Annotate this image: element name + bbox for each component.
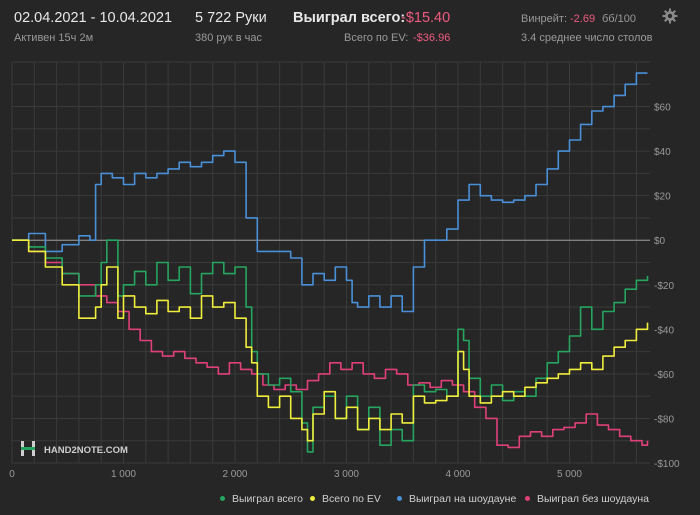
y-tick-label: $20: [654, 192, 671, 203]
legend-label: Выиграл без шоудауна: [537, 493, 649, 505]
active-time: Активен 15ч 2м: [14, 32, 94, 44]
x-tick-label: 1 000: [111, 469, 136, 480]
ev-value: -$36.96: [413, 32, 451, 44]
legend-dot-icon: [397, 495, 402, 501]
legend-ev[interactable]: Всего по EV: [310, 493, 381, 505]
legend-dot-icon: [220, 495, 225, 501]
legend-won-total[interactable]: Выиграл всего: [220, 493, 303, 505]
won-total-value: -$15.40: [401, 10, 451, 26]
series-line-2: [12, 72, 648, 313]
logo-icon: [21, 441, 35, 456]
stats-header: 02.04.2021 - 10.04.2021 Активен 15ч 2м 5…: [0, 0, 700, 52]
series-line-1: [12, 239, 649, 442]
date-range[interactable]: 02.04.2021 - 10.04.2021: [14, 10, 173, 26]
winrate-label: Винрейт:: [521, 13, 568, 25]
winrate-unit: бб/100: [602, 13, 637, 25]
series-lines: [12, 72, 649, 453]
y-tick-label: -$40: [654, 325, 674, 336]
logo-text: HAND2NOTE.COM: [44, 445, 128, 456]
avg-tables: 3.4 среднее число столов: [521, 32, 653, 44]
hands-count: 5 722 Руки: [195, 10, 267, 26]
legend-label: Выиграл всего: [232, 493, 303, 505]
y-tick-label: $60: [654, 103, 671, 114]
y-tick-label: $0: [654, 236, 666, 247]
x-tick-label: 3 000: [334, 469, 359, 480]
x-tick-label: 5 000: [557, 469, 582, 480]
series-line-3: [12, 239, 649, 449]
y-tick-label: -$100: [654, 459, 680, 470]
legend-label: Всего по EV: [322, 493, 381, 505]
x-tick-label: 0: [9, 469, 15, 480]
y-tick-label: -$60: [654, 370, 674, 381]
hand2note-logo: HAND2NOTE.COM: [21, 441, 128, 456]
won-total-label: Выиграл всего:: [293, 10, 406, 26]
gear-icon[interactable]: [662, 8, 678, 24]
y-tick-label: $40: [654, 147, 671, 158]
ev-label: Всего по EV:: [344, 32, 409, 44]
y-tick-label: -$80: [654, 414, 674, 425]
x-tick-label: 2 000: [222, 469, 247, 480]
legend-dot-icon: [310, 495, 315, 501]
winrate-value: -2.69: [570, 13, 596, 25]
legend-dot-icon: [525, 495, 530, 501]
x-tick-label: 4 000: [445, 469, 470, 480]
y-tick-label: -$20: [654, 281, 674, 292]
axis-labels: $60 $40 $20 $0 -$20 -$40 -$60 -$80 -$100 0 1 000 2 …: [9, 103, 680, 480]
grid: [11, 61, 650, 464]
legend-showdown[interactable]: Выиграл на шоудауне: [397, 493, 516, 505]
legend-non-showdown[interactable]: Выиграл без шоудауна: [525, 493, 649, 505]
legend-label: Выиграл на шоудауне: [409, 493, 517, 505]
hands-per-hour: 380 рук в час: [195, 32, 263, 44]
